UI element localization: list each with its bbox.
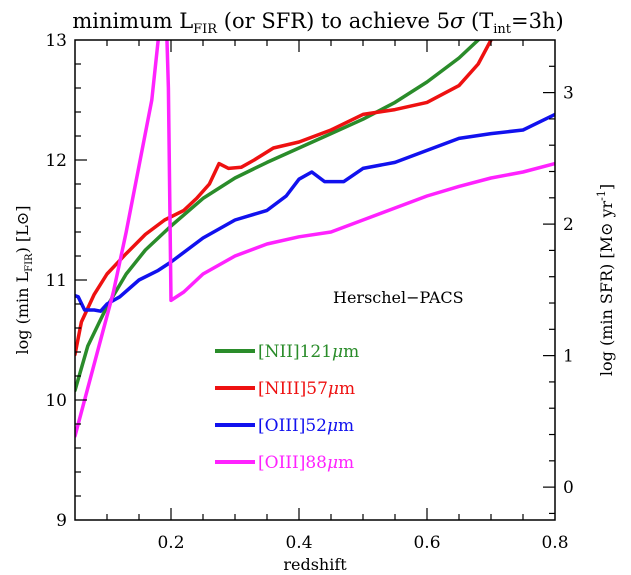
y-tick-label-left: 10: [45, 391, 67, 411]
y-tick-label-left: 13: [45, 31, 67, 51]
legend: [NII]121μm [NIII]57μm [OIII]52μm [OIII]8…: [215, 342, 359, 473]
x-tick-label: 0.4: [285, 533, 312, 553]
y-tick-label-right: 2: [563, 215, 574, 235]
series-line-2: [75, 112, 555, 313]
y-tick-label-right: 0: [563, 478, 574, 498]
plot-frame: [74, 39, 556, 521]
instrument-annotation: Herschel−PACS: [333, 288, 464, 307]
y-tick-label-left: 12: [45, 151, 67, 171]
y-tick-label-right: 3: [563, 84, 574, 104]
x-tick-label: 0.2: [157, 533, 184, 553]
series-layer: [75, 40, 555, 438]
x-axis-label: redshift: [283, 555, 347, 574]
y-tick-label-left: 9: [56, 511, 67, 531]
series-line-0: [75, 40, 481, 393]
series-line-3: [75, 40, 555, 438]
legend-label-niii57: [NIII]57μm: [258, 379, 355, 399]
chart-title: minimum LFIR (or SFR) to achieve 5σ (Tin…: [72, 9, 563, 37]
y-axis-label-left: log (min LFIR) [L⊙]: [13, 206, 35, 355]
x-tick-label: 0.8: [541, 533, 568, 553]
x-tick-label: 0.6: [413, 533, 440, 553]
y-tick-label-left: 11: [45, 271, 67, 291]
y-tick-label-right: 1: [563, 347, 574, 367]
legend-label-oiii52: [OIII]52μm: [258, 416, 354, 436]
legend-label-nii121: [NII]121μm: [258, 342, 359, 362]
legend-label-oiii88: [OIII]88μm: [258, 453, 354, 473]
y-axis-label-right: log (min SFR) [M⊙ yr-1]: [595, 184, 616, 376]
